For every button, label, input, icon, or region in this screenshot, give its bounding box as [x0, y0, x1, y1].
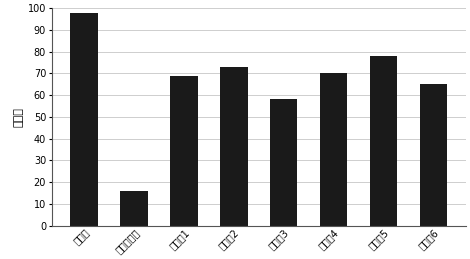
Bar: [170, 76, 198, 226]
Bar: [320, 73, 347, 226]
Bar: [70, 12, 98, 226]
Bar: [370, 56, 397, 226]
Y-axis label: 百分比: 百分比: [14, 107, 24, 127]
Bar: [220, 67, 248, 226]
Bar: [120, 191, 148, 226]
Bar: [420, 84, 447, 226]
Bar: [270, 99, 298, 226]
